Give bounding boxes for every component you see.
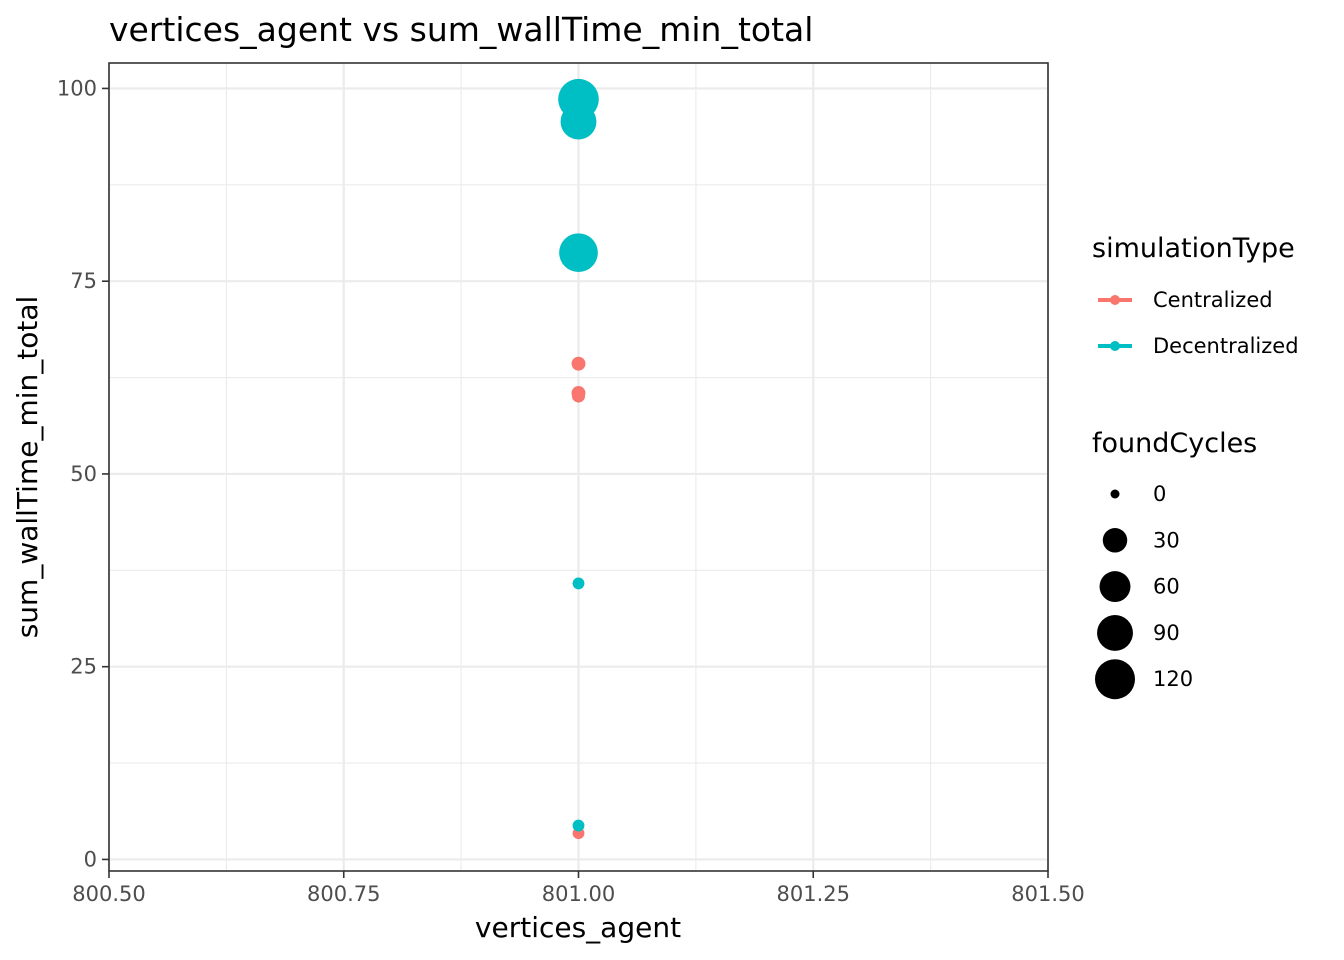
y-axis-title: sum_wallTime_min_total	[11, 296, 44, 639]
x-tick-label: 800.50	[72, 882, 145, 906]
plot-panel	[107, 62, 1050, 872]
data-point-decentralized	[572, 577, 585, 590]
legend-label: Centralized	[1153, 288, 1273, 312]
legend-size-key	[1095, 659, 1135, 700]
legend-size-title: foundCycles	[1092, 428, 1257, 459]
legend-size-entries: 0 30 60 90 120	[1095, 482, 1193, 700]
legend-item-centralized: Centralized	[1098, 288, 1273, 312]
legend-label: Decentralized	[1153, 334, 1299, 358]
legend: simulationType CentralizedDecentralized …	[1092, 233, 1299, 700]
legend-size-label: 90	[1153, 621, 1180, 645]
legend-size-label: 60	[1153, 575, 1180, 599]
y-axis: 0 25 50 75 100	[57, 76, 109, 871]
x-tick-label: 801.25	[777, 882, 850, 906]
data-point-centralized	[571, 389, 586, 403]
data-point-decentralized	[559, 233, 598, 273]
legend-size-item: 0	[1110, 482, 1166, 506]
data-point-centralized	[571, 356, 586, 371]
legend-size-item: 120	[1095, 659, 1193, 700]
legend-color-entries: Centralized Decentralized	[1098, 288, 1299, 358]
legend-size-item: 60	[1099, 571, 1180, 603]
legend-size-key	[1110, 489, 1120, 499]
legend-size-label: 0	[1153, 482, 1166, 506]
legend-size-label: 30	[1153, 528, 1180, 552]
data-points	[558, 78, 599, 840]
y-tick-label: 50	[70, 462, 97, 486]
y-tick-label: 100	[57, 76, 97, 100]
legend-key-point	[1110, 295, 1120, 305]
legend-size-key	[1097, 614, 1133, 651]
x-axis-title: vertices_agent	[475, 911, 681, 944]
legend-size-label: 120	[1153, 667, 1193, 691]
legend-key-point	[1110, 341, 1120, 351]
legend-size-key	[1102, 528, 1128, 553]
legend-size-item: 30	[1102, 528, 1180, 553]
y-tick-label: 25	[70, 655, 97, 679]
x-tick-label: 801.00	[542, 882, 615, 906]
y-tick-label: 75	[70, 269, 97, 293]
legend-size-key	[1099, 571, 1131, 603]
y-tick-label: 0	[84, 847, 97, 871]
data-point-decentralized	[560, 103, 597, 140]
data-point-decentralized	[572, 819, 585, 832]
legend-item-decentralized: Decentralized	[1098, 334, 1299, 358]
chart-title: vertices_agent vs sum_wallTime_min_total	[109, 10, 813, 49]
x-axis: 800.50 800.75 801.00 801.25 801.50	[72, 871, 1085, 906]
x-tick-label: 801.50	[1011, 882, 1084, 906]
x-tick-label: 800.75	[307, 882, 380, 906]
legend-size-item: 90	[1097, 614, 1180, 651]
legend-color-title: simulationType	[1092, 233, 1295, 264]
